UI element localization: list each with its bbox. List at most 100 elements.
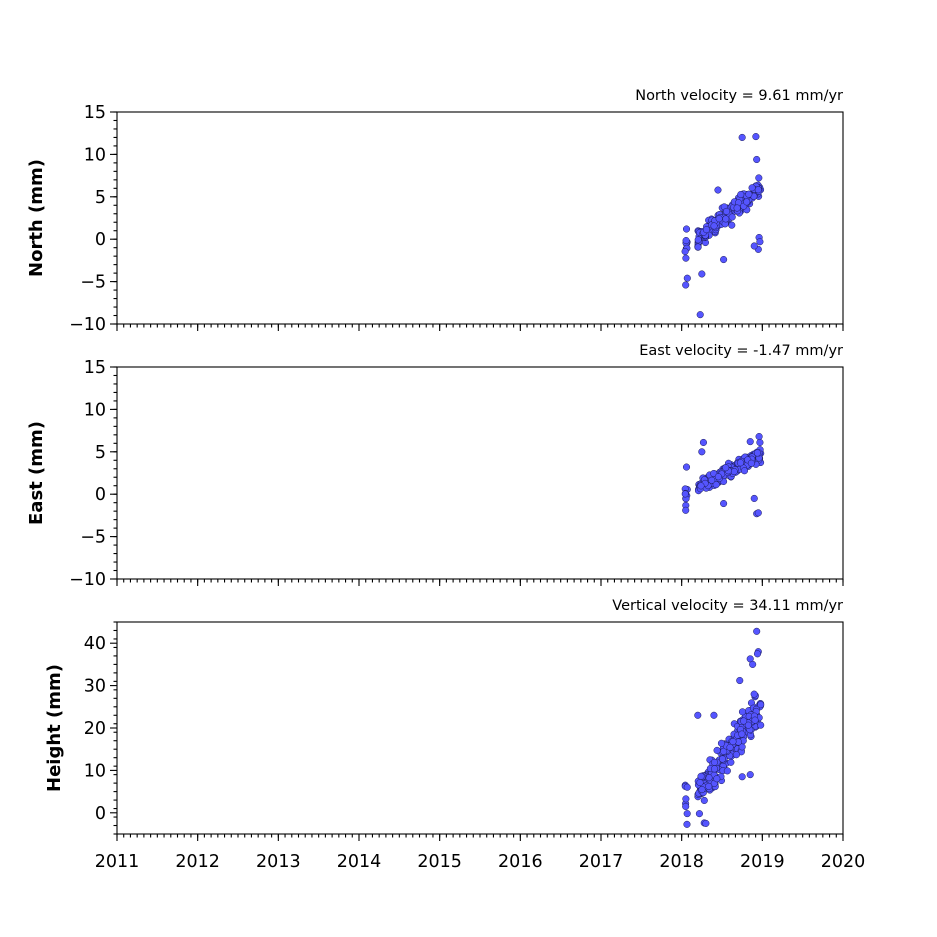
north-data-point (714, 186, 722, 194)
height-data-point (746, 771, 754, 779)
height-data-point (738, 730, 746, 738)
east-y-tick-label: 5 (95, 443, 106, 463)
height-data-point (757, 701, 765, 709)
north-data-point (754, 186, 762, 194)
north-data-point (698, 270, 706, 278)
east-data-point (712, 481, 720, 489)
north-data-point (694, 236, 702, 244)
height-velocity-title: Vertical velocity = 34.11 mm/yr (612, 598, 843, 614)
east-data-point (714, 473, 722, 481)
north-data-point (682, 225, 691, 233)
height-data-point (738, 773, 746, 781)
east-data-point (740, 467, 749, 475)
north-data-point (720, 256, 728, 264)
north-data-point (682, 281, 690, 289)
east-data-point (722, 464, 730, 472)
north-data-point (756, 238, 764, 246)
height-y-axis-label: Height (mm) (44, 664, 65, 792)
x-tick-label: 2016 (498, 852, 543, 872)
north-data-point (722, 207, 731, 215)
height-y-tick-label: 40 (84, 634, 106, 654)
east-data-point (736, 459, 745, 467)
north-data-point (696, 311, 704, 319)
east-data-point (746, 438, 754, 446)
north-data-point (755, 174, 763, 182)
east-velocity-title: East velocity = -1.47 mm/yr (639, 343, 843, 359)
north-data-point (750, 242, 758, 250)
east-y-tick-label: 0 (95, 485, 106, 505)
east-data-point (756, 438, 764, 447)
north-data-point (745, 190, 753, 198)
height-data-point (744, 721, 752, 729)
height-data-point (700, 796, 708, 804)
height-data-point (698, 786, 706, 794)
east-data-point (698, 448, 706, 456)
height-data-point (696, 779, 704, 787)
height-data-points (681, 627, 765, 828)
panel-north: −10 −5 0 5 10 15 North velocity = 9.61 mm/yr No… (26, 88, 844, 335)
east-data-point (708, 476, 716, 484)
height-y-tick-label: 20 (84, 719, 106, 739)
x-tick-label: 2012 (175, 852, 220, 872)
east-data-point (753, 449, 761, 457)
panel-east: −10 −5 0 5 10 15 East velocity = -1.47 mm/yr Ea… (26, 343, 844, 590)
height-data-point (757, 721, 765, 729)
north-y-tick-label: −5 (80, 273, 106, 293)
north-data-point (752, 133, 760, 141)
east-y-tick-label: −10 (69, 570, 106, 590)
north-data-point (710, 222, 718, 230)
height-data-point (717, 739, 725, 747)
east-data-point (699, 438, 707, 447)
north-data-point (681, 247, 689, 256)
x-tick-label: 2013 (256, 852, 301, 872)
x-tick-label: 2018 (659, 852, 704, 872)
height-data-point (749, 660, 757, 668)
height-data-point (705, 782, 713, 790)
height-data-point (723, 767, 731, 775)
north-y-tick-label: −10 (69, 315, 106, 335)
north-data-point (753, 155, 761, 164)
east-data-point (682, 463, 691, 471)
east-data-point (754, 509, 762, 517)
east-data-point (750, 494, 758, 502)
height-data-point (727, 758, 735, 766)
east-data-point (681, 490, 689, 498)
north-data-point (743, 198, 751, 206)
height-data-point (738, 708, 747, 716)
north-data-point (738, 133, 746, 141)
east-data-point (720, 499, 728, 508)
north-data-point (682, 254, 690, 262)
height-data-point (695, 810, 703, 818)
x-tick-label: 2017 (579, 852, 624, 872)
north-data-point (737, 190, 745, 199)
x-tick-label: 2015 (417, 852, 462, 872)
north-y-tick-label: 0 (95, 230, 106, 250)
east-data-point (697, 482, 705, 490)
height-data-point (683, 783, 691, 791)
north-y-tick-label: 5 (95, 188, 106, 208)
north-velocity-title: North velocity = 9.61 mm/yr (635, 88, 843, 104)
height-data-point (710, 765, 719, 773)
height-data-point (694, 711, 702, 719)
height-data-point (751, 716, 759, 724)
height-data-point (726, 743, 734, 751)
x-tick-label: 2020 (821, 852, 866, 872)
height-data-point (682, 802, 690, 811)
north-data-point (694, 243, 702, 251)
height-data-point (682, 795, 690, 803)
height-y-tick-label: 30 (84, 677, 106, 697)
height-data-point (710, 711, 718, 719)
height-data-point (713, 775, 721, 783)
north-y-tick-label: 10 (84, 145, 106, 165)
east-data-point (730, 468, 738, 476)
north-data-point (683, 274, 691, 282)
east-data-point (747, 459, 755, 467)
north-data-point (728, 213, 736, 221)
east-y-tick-label: −5 (80, 528, 106, 548)
height-data-point (710, 758, 719, 766)
east-data-point (755, 432, 763, 441)
height-data-point (702, 819, 710, 827)
height-data-point (753, 627, 761, 635)
x-tick-label: 2019 (740, 852, 785, 872)
east-data-points (681, 432, 765, 518)
